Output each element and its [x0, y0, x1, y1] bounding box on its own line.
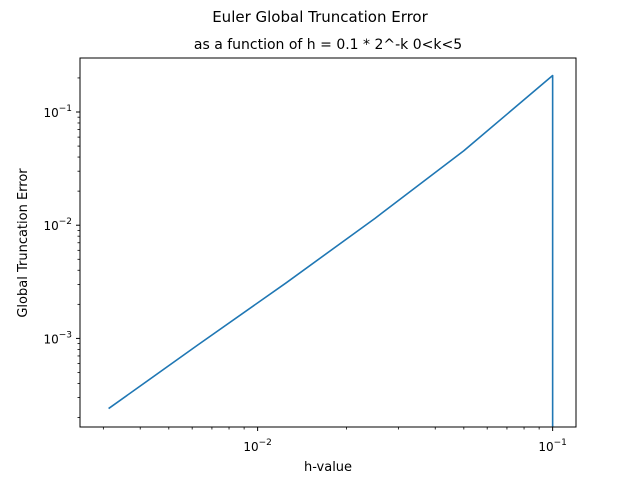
chart-title: Euler Global Truncation Error [212, 8, 428, 26]
y-tick-label: 10−1 [43, 104, 72, 120]
chart-subtitle: as a function of h = 0.1 * 2^-k 0<k<5 [194, 37, 462, 53]
series-line-1 [108, 74, 554, 427]
x-tick-label: 10−1 [538, 438, 567, 454]
x-axis-label: h-value [304, 460, 352, 475]
y-axis-ticks: 10−3 10−2 10−1 [43, 77, 80, 418]
x-tick-label: 10−2 [243, 438, 272, 454]
y-tick-label: 10−2 [43, 217, 72, 233]
y-tick-label: 10−3 [43, 330, 72, 346]
plot-area [108, 74, 554, 427]
axes-frame [79, 57, 577, 428]
x-axis-ticks: 10−2 10−1 [102, 427, 567, 454]
y-axis-label: Global Truncation Error [16, 168, 31, 318]
